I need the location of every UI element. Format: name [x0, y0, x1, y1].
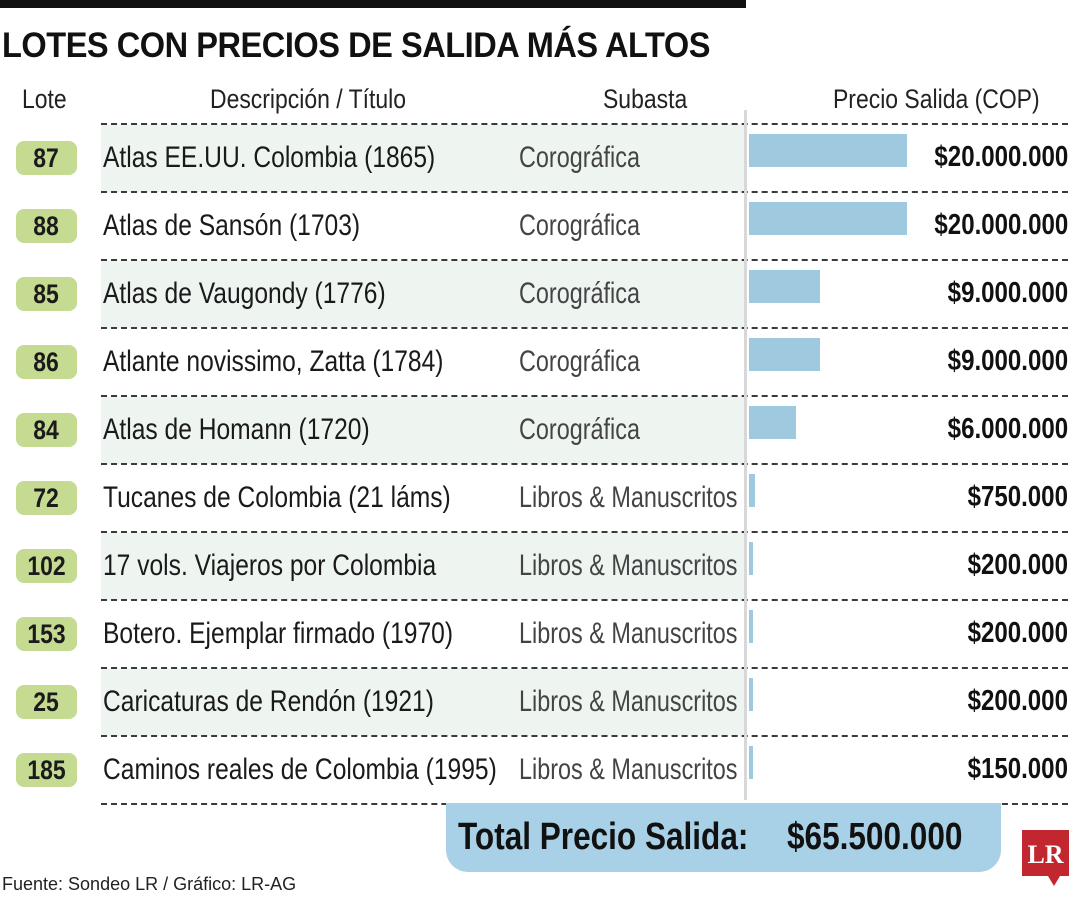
price-bar	[749, 202, 907, 235]
lote-badge: 85	[16, 277, 77, 311]
row-separator	[101, 667, 1068, 669]
price-bar	[749, 338, 820, 371]
lote-number: 87	[33, 143, 60, 173]
price-bar	[749, 678, 753, 711]
row-descripcion: Botero. Ejemplar firmado (1970)	[103, 617, 454, 650]
row-descripcion: Atlas EE.UU. Colombia (1865)	[103, 141, 436, 174]
table-row: 88 Atlas de Sansón (1703) Corográfica $20.0…	[0, 191, 1080, 260]
row-descripcion: Tucanes de Colombia (21 láms)	[103, 481, 451, 514]
lote-number: 153	[27, 619, 66, 649]
row-descripcion: Atlante novissimo, Zatta (1784)	[103, 345, 444, 378]
table-row: 86 Atlante novissimo, Zatta (1784) Corográ…	[0, 327, 1080, 396]
svg-text:LR: LR	[1027, 840, 1063, 869]
table-row: 153 Botero. Ejemplar firmado (1970) Libros…	[0, 599, 1080, 668]
lote-number: 85	[33, 279, 60, 309]
row-descripcion: Atlas de Vaugondy (1776)	[103, 277, 386, 310]
header-lote: Lote	[22, 84, 67, 114]
row-precio: $9.000.000	[947, 345, 1068, 377]
table-row: 87 Atlas EE.UU. Colombia (1865) Corográfic…	[0, 123, 1080, 192]
lote-number: 25	[33, 687, 60, 717]
total-value: $65.500.000	[787, 816, 963, 858]
price-bar	[749, 406, 796, 439]
lote-number: 185	[27, 755, 66, 785]
row-subasta: Corográfica	[519, 413, 640, 446]
header-subasta: Subasta	[603, 84, 688, 114]
lote-badge: 25	[16, 685, 77, 719]
total-label: Total Precio Salida:	[458, 816, 749, 858]
row-separator	[101, 463, 1068, 465]
lote-badge: 102	[16, 549, 77, 583]
row-separator	[101, 123, 1068, 125]
row-subasta: Libros & Manuscritos	[519, 549, 738, 582]
lote-badge: 86	[16, 345, 77, 379]
row-precio: $9.000.000	[947, 277, 1068, 309]
row-separator	[101, 531, 1068, 533]
row-precio: $20.000.000	[934, 209, 1068, 241]
row-subasta: Libros & Manuscritos	[519, 481, 738, 514]
lote-badge: 153	[16, 617, 77, 651]
price-bar	[749, 270, 820, 303]
table-row: 185 Caminos reales de Colombia (1995) Libr…	[0, 735, 1080, 804]
header-descripcion: Descripción / Título	[210, 84, 407, 114]
row-subasta: Corográfica	[519, 209, 640, 242]
row-subasta: Corográfica	[519, 141, 640, 174]
row-band	[101, 124, 746, 192]
lote-number: 72	[33, 483, 60, 513]
row-precio: $6.000.000	[947, 413, 1068, 445]
table-row: 72 Tucanes de Colombia (21 láms) Libros & …	[0, 463, 1080, 532]
row-separator	[101, 735, 1068, 737]
row-subasta: Libros & Manuscritos	[519, 685, 738, 718]
source-note: Fuente: Sondeo LR / Gráfico: LR-AG	[2, 874, 297, 894]
header-precio: Precio Salida (COP)	[833, 84, 1040, 114]
total-box	[446, 803, 1001, 872]
row-subasta: Libros & Manuscritos	[519, 617, 738, 650]
lote-badge: 84	[16, 413, 77, 447]
price-bar	[749, 542, 753, 575]
row-precio: $150.000	[967, 753, 1068, 785]
row-precio: $750.000	[967, 481, 1068, 513]
lote-number: 84	[33, 415, 60, 445]
lote-badge: 185	[16, 753, 77, 787]
lote-number: 86	[33, 347, 60, 377]
price-bar	[749, 134, 907, 167]
row-subasta: Corográfica	[519, 345, 640, 378]
lote-badge: 88	[16, 209, 77, 243]
table-row: 85 Atlas de Vaugondy (1776) Corográfica $9.…	[0, 259, 1080, 328]
price-bar	[749, 746, 753, 779]
lr-logo: LR	[1022, 830, 1069, 886]
row-descripcion: Caricaturas de Rendón (1921)	[103, 685, 434, 718]
lote-badge: 87	[16, 141, 77, 175]
row-descripcion: 17 vols. Viajeros por Colombia	[103, 549, 437, 582]
row-precio: $200.000	[967, 617, 1068, 649]
price-bar	[749, 610, 753, 643]
lote-number: 88	[33, 211, 60, 241]
row-descripcion: Atlas de Homann (1720)	[103, 413, 370, 446]
price-bar	[749, 474, 755, 507]
row-subasta: Libros & Manuscritos	[519, 753, 738, 786]
row-precio: $200.000	[967, 685, 1068, 717]
row-band	[101, 260, 746, 328]
table-row: 25 Caricaturas de Rendón (1921) Libros & M…	[0, 667, 1080, 736]
row-separator	[101, 191, 1068, 193]
column-divider	[744, 110, 747, 800]
table-row: 102 17 vols. Viajeros por Colombia Libros …	[0, 531, 1080, 600]
row-band	[101, 396, 746, 464]
row-descripcion: Caminos reales de Colombia (1995)	[103, 753, 497, 786]
row-precio: $200.000	[967, 549, 1068, 581]
row-descripcion: Atlas de Sansón (1703)	[103, 209, 361, 242]
top-rule	[0, 0, 746, 8]
chart-title: LOTES CON PRECIOS DE SALIDA MÁS ALTOS	[2, 26, 710, 65]
row-band	[101, 668, 746, 736]
lote-badge: 72	[16, 481, 77, 515]
table-row: 84 Atlas de Homann (1720) Corográfica $6.00…	[0, 395, 1080, 464]
row-separator	[101, 259, 1068, 261]
row-separator	[101, 395, 1068, 397]
lote-number: 102	[27, 551, 66, 581]
row-band	[101, 532, 746, 600]
row-separator	[101, 599, 1068, 601]
row-subasta: Corográfica	[519, 277, 640, 310]
row-precio: $20.000.000	[934, 141, 1068, 173]
row-separator	[101, 327, 1068, 329]
